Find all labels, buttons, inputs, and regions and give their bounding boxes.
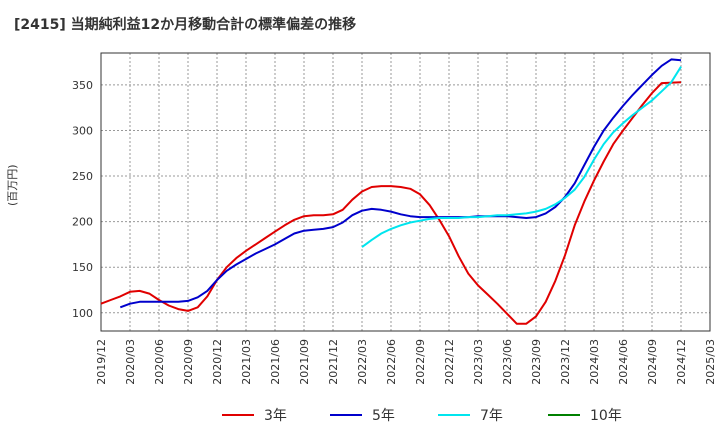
x-tick-label: 2024/06	[617, 339, 630, 385]
x-tick-label: 2020/06	[153, 339, 166, 385]
x-tick-label: 2021/03	[240, 339, 253, 385]
x-tick-label: 2022/03	[356, 339, 369, 385]
x-tick-label: 2022/12	[443, 339, 456, 385]
x-tick-label: 2024/03	[588, 339, 601, 385]
x-tick-label: 2021/12	[327, 339, 340, 385]
plot-border	[100, 52, 711, 332]
y-tick-label: 250	[72, 170, 93, 183]
y-tick-label: 100	[72, 307, 93, 320]
series-line-2	[119, 58, 682, 309]
y-tick-label: 350	[72, 79, 93, 92]
chart-title: [2415] 当期純利益12か月移動合計の標準偏差の推移	[14, 17, 357, 33]
x-tick-label: 2024/12	[675, 339, 688, 385]
x-tick-label: 2023/12	[559, 339, 572, 385]
plot-area	[101, 53, 710, 331]
y-tick-label: 300	[72, 124, 93, 137]
x-tick-label: 2020/03	[124, 339, 137, 385]
x-tick-label: 2023/03	[472, 339, 485, 385]
x-tick-label: 2021/06	[269, 339, 282, 385]
y-tick-label: 150	[72, 261, 93, 274]
x-tick-label: 2022/06	[385, 339, 398, 385]
x-tick-label: 2020/12	[211, 339, 224, 385]
series-line-3	[361, 66, 682, 248]
legend-label-1: 3年	[264, 408, 287, 424]
x-tick-label: 2023/09	[530, 339, 543, 385]
x-tick-label: 2022/09	[414, 339, 427, 385]
legend-label-3: 7年	[480, 408, 503, 424]
x-tick-label: 2024/09	[646, 339, 659, 385]
series-line-1	[100, 81, 682, 325]
legend-label-4: 10年	[590, 408, 622, 424]
x-tick-label: 2019/12	[95, 339, 108, 385]
x-tick-label: 2023/06	[501, 339, 514, 385]
y-tick-label: 200	[72, 216, 93, 229]
x-tick-label: 2021/09	[298, 339, 311, 385]
x-tick-label: 2020/09	[182, 339, 195, 385]
legend-label-2: 5年	[372, 408, 395, 424]
x-tick-label: 2025/03	[704, 339, 717, 385]
